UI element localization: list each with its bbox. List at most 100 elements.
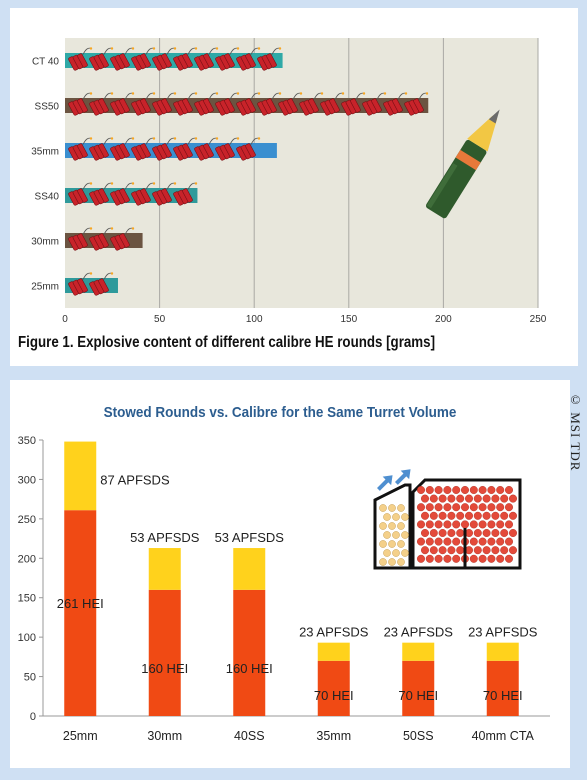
dynamite-icon [89, 227, 114, 251]
arrow-icon [395, 469, 411, 485]
dynamite-icon [68, 227, 93, 251]
dynamite-icon [89, 137, 114, 161]
dynamite-icon [257, 47, 282, 71]
stowed-rounds-chart: 0 50 100 150 200 250 300 350 25mm 261 HEI 87 APFSD… [18, 435, 550, 743]
arrow-icon [377, 475, 393, 491]
dynamite-icon [68, 182, 93, 206]
hei-label: 70 HEI [398, 688, 438, 703]
apfsds-label: 87 APFSDS [100, 472, 170, 487]
y-tick-label: 25mm [31, 282, 59, 293]
y-tick-label: 200 [18, 553, 36, 565]
x-tick-label: 50 [154, 314, 166, 325]
dynamite-icon [215, 47, 240, 71]
y-tick-label: 30mm [31, 237, 59, 248]
figure-1-caption: Figure 1. Explosive content of different… [18, 334, 436, 351]
dynamite-icon [404, 92, 429, 116]
y-tick-label: 100 [18, 632, 36, 644]
apfsds-label: 53 APFSDS [130, 530, 200, 545]
dynamite-icon [215, 92, 240, 116]
hei-label: 261 HEI [57, 596, 104, 611]
y-tick-label: 0 [30, 711, 36, 723]
y-tick-label: 150 [18, 593, 36, 605]
dynamite-icon [68, 137, 93, 161]
y-tick-label: 300 [18, 474, 36, 486]
turret-diagram-icon [373, 469, 522, 570]
dynamite-icon [320, 92, 345, 116]
dynamite-icon [194, 92, 219, 116]
dynamite-icon [110, 92, 135, 116]
dynamite-icon [89, 92, 114, 116]
figure-1-panel: 0 50 100 150 200 250 CT 40 SS50 35mm SS40 30mm 25mm… [10, 8, 578, 366]
y-tick-label: CT 40 [32, 57, 59, 68]
dynamite-icon [89, 272, 114, 296]
dynamite-icon [257, 92, 282, 116]
bar-apfsds [148, 548, 181, 590]
dynamite-icon [236, 137, 261, 161]
apfsds-label: 23 APFSDS [468, 625, 538, 640]
hei-label: 70 HEI [483, 688, 523, 703]
y-tick-label: SS40 [35, 192, 60, 203]
x-tick-label: 40SS [234, 729, 265, 743]
bar-apfsds [486, 642, 519, 661]
apfsds-label: 53 APFSDS [215, 530, 285, 545]
bar-apfsds [402, 642, 435, 661]
dynamite-icon [68, 92, 93, 116]
bar-apfsds [317, 642, 350, 661]
watermark-text: © MSI TDR [568, 392, 583, 472]
x-tick-label: 150 [340, 314, 357, 325]
dynamite-icon [362, 92, 387, 116]
dynamite-icon [110, 182, 135, 206]
dynamite-icon [383, 92, 408, 116]
dynamite-icon [152, 92, 177, 116]
dynamite-icon [110, 47, 135, 71]
dynamite-icon [68, 272, 93, 296]
dynamite-icon [131, 137, 156, 161]
dynamite-icon [278, 92, 303, 116]
x-tick-label: 250 [530, 314, 547, 325]
dynamite-icon [215, 137, 240, 161]
x-tick-label: 25mm [63, 729, 98, 743]
x-tick-label: 100 [246, 314, 263, 325]
x-tick-label: 50SS [403, 729, 434, 743]
figure-2-panel: Stowed Rounds vs. Calibre for the Same T… [10, 380, 570, 768]
x-tick-label: 30mm [147, 729, 182, 743]
dynamite-icon [173, 47, 198, 71]
x-tick-label: 0 [62, 314, 68, 325]
dynamite-icon [131, 182, 156, 206]
x-tick-label: 40mm CTA [472, 729, 535, 743]
bar-apfsds [233, 548, 266, 590]
dynamite-icon [89, 47, 114, 71]
dynamite-icon [110, 137, 135, 161]
hei-label: 160 HEI [226, 661, 273, 676]
dynamite-icon [152, 182, 177, 206]
x-tick-label: 200 [435, 314, 452, 325]
bar-hei [317, 660, 350, 716]
bar-hei [486, 660, 519, 716]
y-tick-label: 35mm [31, 147, 59, 158]
dynamite-icon [194, 47, 219, 71]
bar-hei [233, 589, 266, 716]
dynamite-icon [131, 47, 156, 71]
ammunition-shell-icon [425, 109, 500, 219]
hei-label: 160 HEI [141, 661, 188, 676]
dynamite-icon [236, 47, 261, 71]
x-tick-label: 35mm [316, 729, 351, 743]
dynamite-icon [236, 92, 261, 116]
y-tick-label: 50 [24, 672, 36, 684]
bar-hei [402, 660, 435, 716]
bar-apfsds [64, 441, 97, 511]
explosive-content-chart: 0 50 100 150 200 250 CT 40 SS50 35mm SS40 30mm 25mm [31, 38, 547, 325]
dynamite-icon [194, 137, 219, 161]
dynamite-icon [341, 92, 366, 116]
y-tick-label: 350 [18, 435, 36, 447]
dynamite-icon [68, 47, 93, 71]
y-tick-label: 250 [18, 514, 36, 526]
dynamite-icon [173, 92, 198, 116]
hei-label: 70 HEI [314, 688, 354, 703]
dynamite-icon [152, 137, 177, 161]
y-tick-label: SS50 [35, 102, 60, 113]
dynamite-icon [173, 137, 198, 161]
dynamite-icon [110, 227, 135, 251]
dynamite-icon [131, 92, 156, 116]
dynamite-icon [173, 182, 198, 206]
